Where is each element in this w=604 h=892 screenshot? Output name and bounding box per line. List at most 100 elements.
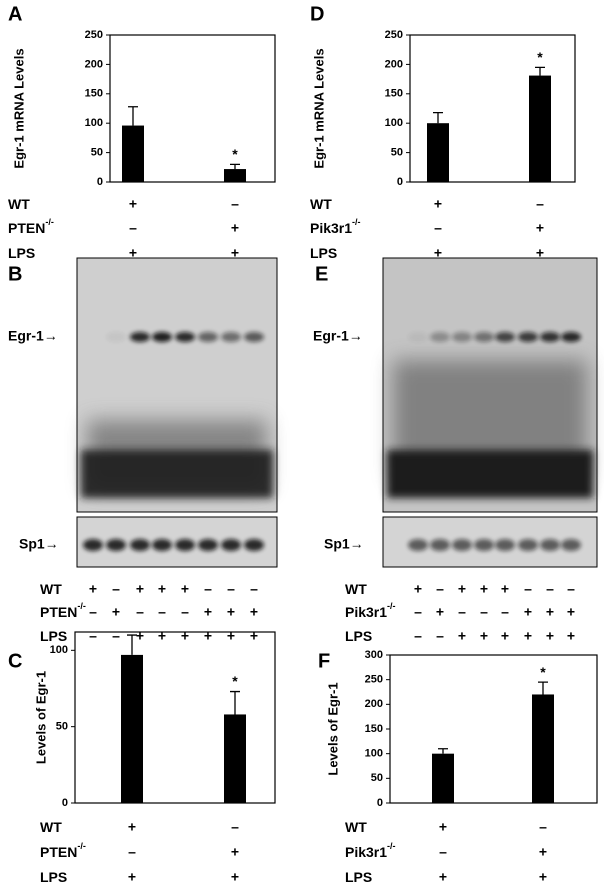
- bar: [224, 169, 246, 182]
- y-tick-label: 0: [397, 176, 403, 188]
- row-label: Pik3r1-/-: [310, 217, 361, 235]
- row-label-text: WT: [345, 581, 367, 597]
- condition-mark: +: [181, 581, 189, 597]
- condition-mark: –: [112, 628, 120, 644]
- row-label-sup: -/-: [352, 217, 361, 227]
- row-label: WT: [40, 581, 62, 597]
- row-label: PTEN-/-: [8, 217, 54, 235]
- condition-mark: –: [501, 604, 509, 620]
- condition-mark: +: [129, 196, 137, 212]
- condition-mark: –: [567, 581, 575, 597]
- y-tick-label: 200: [365, 698, 383, 710]
- band-marker: Sp1→: [324, 536, 364, 552]
- y-tick-label: 0: [97, 176, 103, 188]
- row-label: PTEN-/-: [40, 601, 86, 619]
- bar: [529, 75, 551, 182]
- error-bar: [230, 690, 240, 715]
- row-label: PTEN-/-: [40, 841, 86, 859]
- condition-mark: –: [439, 844, 447, 860]
- condition-mark: +: [227, 628, 235, 644]
- bar: [432, 753, 454, 803]
- sp1-band: [83, 539, 103, 551]
- error-bar: [230, 163, 240, 170]
- row-label-text: LPS: [345, 628, 372, 644]
- egr1-band: [130, 332, 150, 342]
- row-label-text: LPS: [310, 245, 337, 261]
- gel-free-probe: [387, 450, 593, 498]
- condition-mark: +: [129, 245, 137, 261]
- error-bar: [127, 634, 137, 655]
- y-tick-label: 50: [371, 772, 383, 784]
- band-marker: Egr-1→: [8, 328, 58, 344]
- row-label: WT: [345, 581, 367, 597]
- plot-frame: [74, 631, 276, 804]
- y-tick-label: 250: [365, 674, 383, 686]
- condition-mark: –: [480, 604, 488, 620]
- row-label-text: WT: [345, 819, 367, 835]
- condition-mark: –: [128, 844, 136, 860]
- condition-mark: +: [536, 245, 544, 261]
- condition-mark: +: [458, 628, 466, 644]
- band-marker: Egr-1→: [313, 328, 363, 344]
- egr1-band: [430, 332, 450, 342]
- error-bar: [535, 66, 545, 76]
- condition-mark: +: [250, 628, 258, 644]
- condition-mark: –: [458, 604, 466, 620]
- condition-mark: –: [539, 819, 547, 835]
- condition-mark: +: [434, 245, 442, 261]
- y-tick-label: 0: [62, 797, 68, 809]
- bar: [532, 694, 554, 803]
- sp1-band: [198, 539, 218, 551]
- condition-mark: +: [231, 220, 239, 236]
- row-label: WT: [310, 196, 332, 212]
- condition-mark: –: [436, 628, 444, 644]
- y-tick-label: 200: [385, 58, 403, 70]
- row-label: LPS: [40, 628, 67, 644]
- plot-frame: [109, 34, 276, 183]
- row-label-text: WT: [40, 581, 62, 597]
- row-label-sup: -/-: [77, 601, 86, 611]
- y-axis-label: Levels of Egr-1: [325, 682, 340, 775]
- condition-mark: +: [181, 628, 189, 644]
- egr1-band: [175, 332, 195, 342]
- condition-mark: +: [250, 604, 258, 620]
- sp1-band: [474, 539, 494, 551]
- sp1-band: [175, 539, 195, 551]
- plot-frame: [389, 654, 598, 804]
- row-label-text: WT: [310, 196, 332, 212]
- sp1-band: [452, 539, 472, 551]
- condition-mark: +: [546, 604, 554, 620]
- row-label: LPS: [345, 628, 372, 644]
- bar: [427, 123, 449, 182]
- y-tick-label: 250: [85, 29, 103, 41]
- condition-mark: +: [128, 819, 136, 835]
- panel-letter: F: [318, 650, 330, 672]
- y-tick-label: 50: [91, 147, 103, 159]
- sp1-band: [130, 539, 150, 551]
- y-tick-label: 100: [385, 117, 403, 129]
- condition-mark: +: [536, 220, 544, 236]
- row-label: LPS: [310, 245, 337, 261]
- condition-mark: –: [112, 581, 120, 597]
- condition-mark: +: [436, 604, 444, 620]
- condition-mark: +: [567, 604, 575, 620]
- bar: [224, 714, 246, 803]
- egr1-band: [561, 332, 581, 342]
- row-label-text: LPS: [40, 869, 67, 885]
- row-label: LPS: [40, 869, 67, 885]
- sp1-band: [106, 539, 126, 551]
- row-label-text: LPS: [40, 628, 67, 644]
- condition-mark: +: [128, 869, 136, 885]
- egr1-band: [198, 332, 218, 342]
- condition-mark: –: [89, 604, 97, 620]
- row-label-text: Pik3r1: [345, 844, 387, 860]
- condition-mark: +: [89, 581, 97, 597]
- egr1-band: [106, 332, 126, 342]
- condition-mark: +: [501, 581, 509, 597]
- condition-mark: +: [414, 581, 422, 597]
- y-tick-label: 300: [365, 649, 383, 661]
- panel-letter: B: [8, 263, 22, 285]
- sp1-band: [495, 539, 515, 551]
- condition-mark: –: [227, 581, 235, 597]
- y-tick-label: 200: [85, 58, 103, 70]
